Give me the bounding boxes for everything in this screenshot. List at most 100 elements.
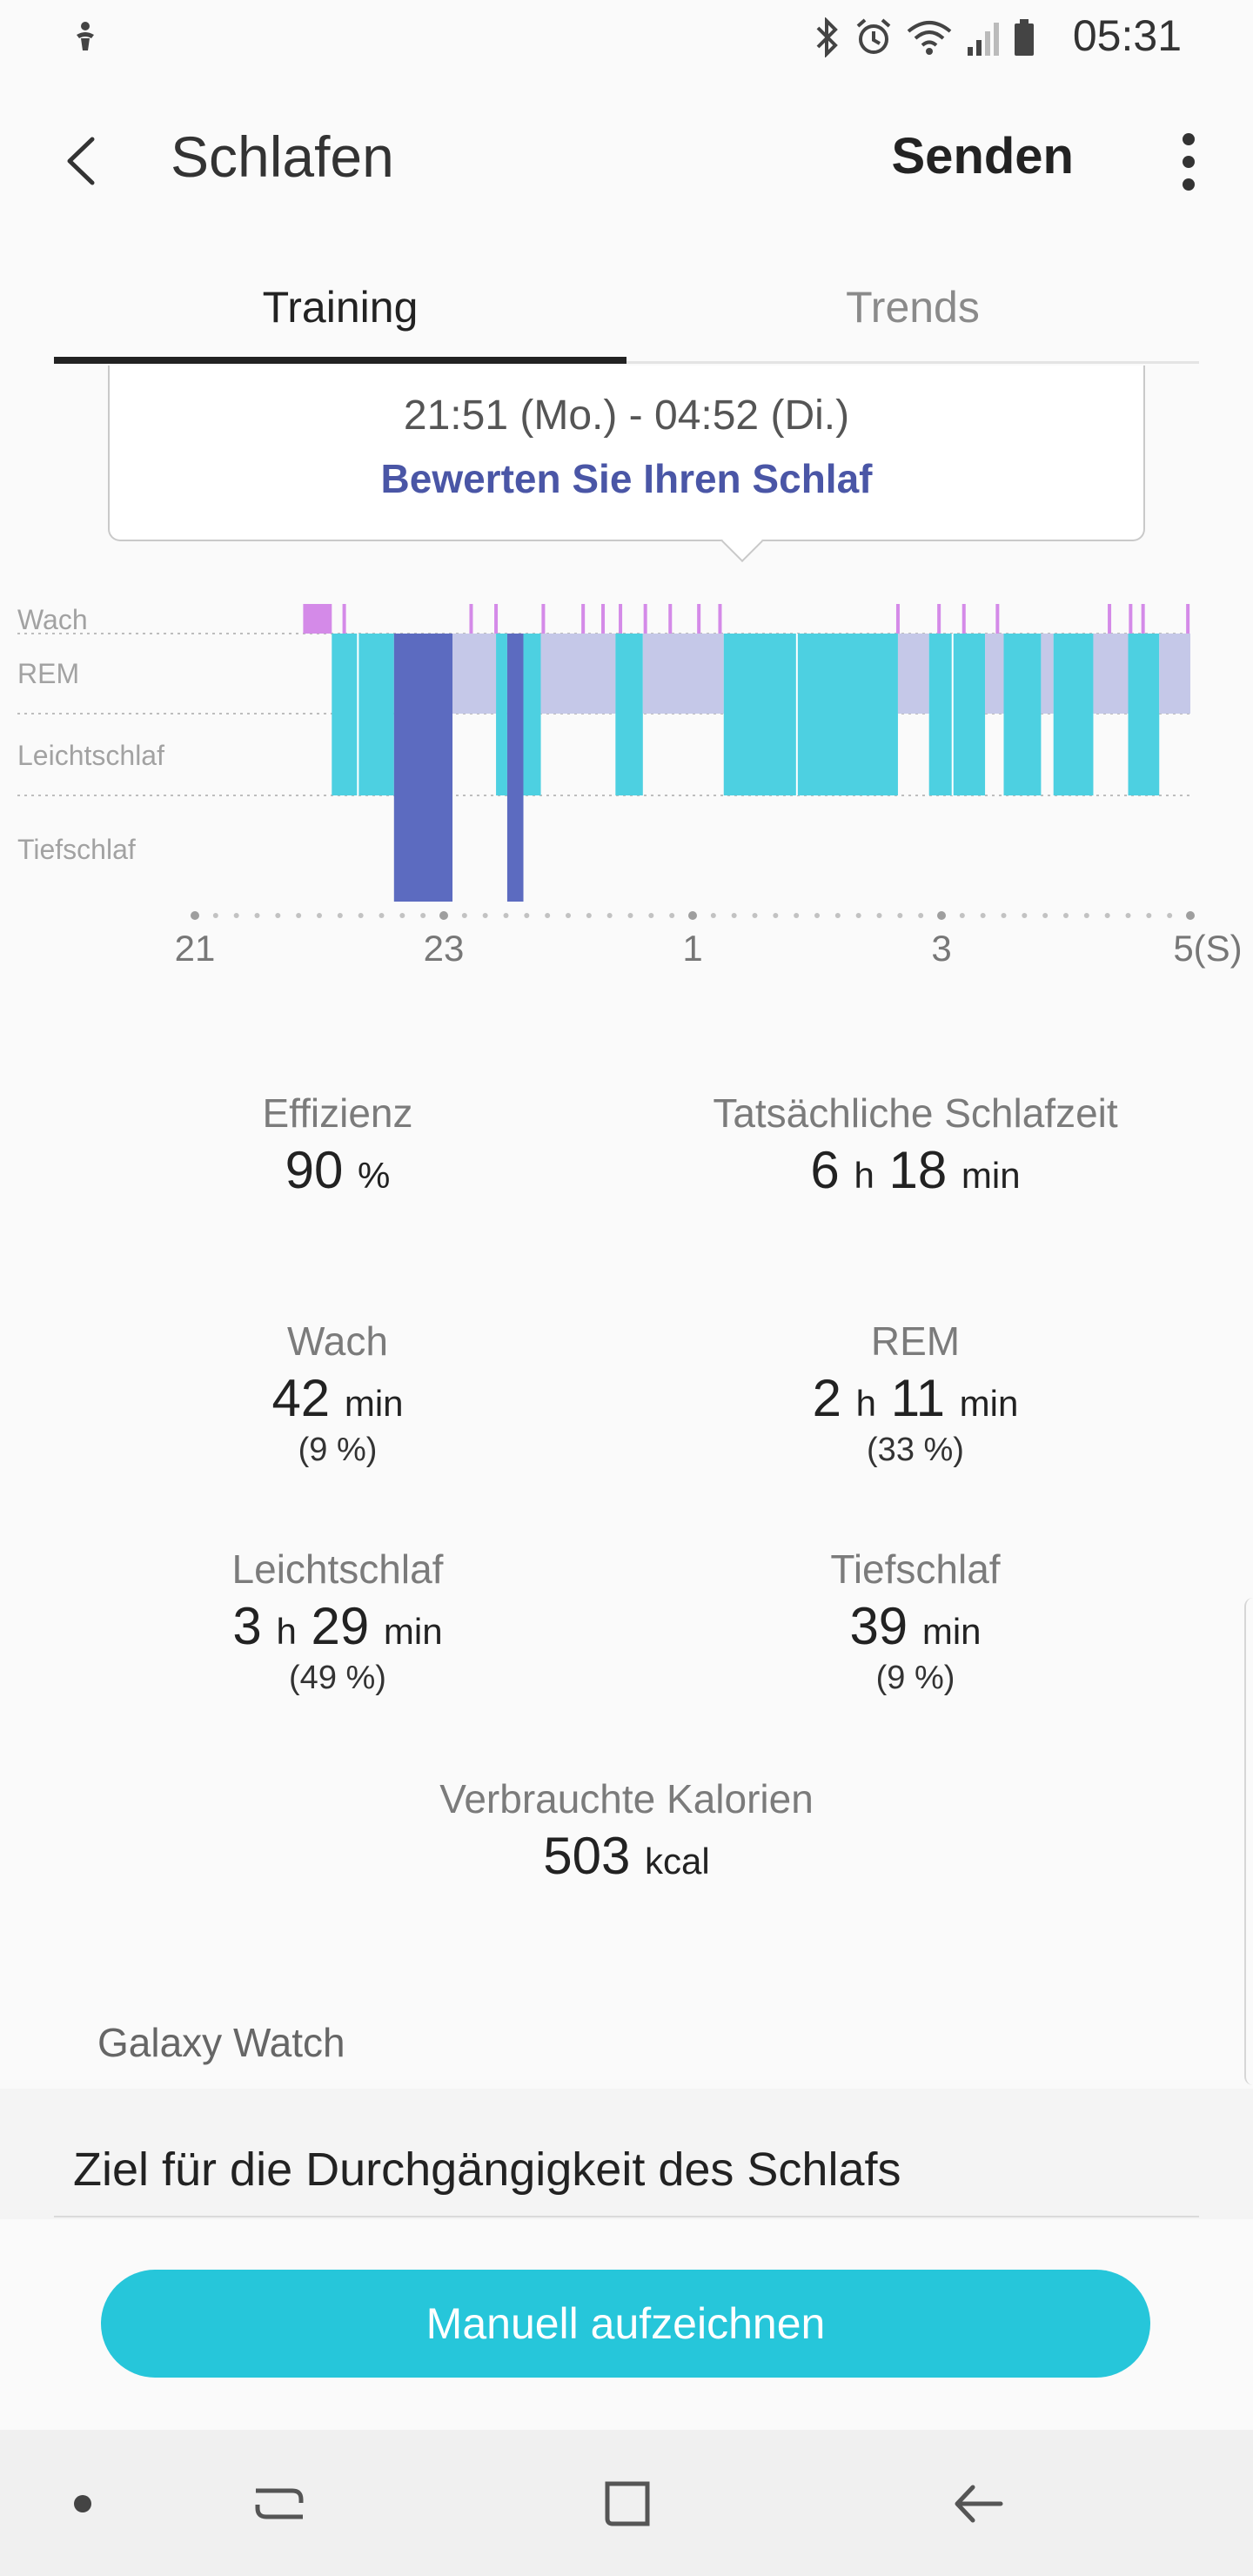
sleep-segment-leichtschlaf: [332, 634, 394, 795]
efficiency-label: Effizienz: [262, 1090, 413, 1136]
stage-label-tiefschlaf: Tiefschlaf: [17, 834, 136, 865]
axis-dot: [794, 913, 800, 918]
axis-dot: [669, 913, 675, 918]
axis-dot: [773, 913, 779, 918]
sleep-stage-chart: Wach REM Leichtschlaf Tiefschlaf 21 23 1 3 5…: [0, 583, 1253, 983]
page-title: Schlafen: [171, 124, 394, 189]
actual-sleep-value: 6 h 18 min: [810, 1141, 1021, 1199]
wake-tick: [601, 604, 606, 634]
axis-dot: [420, 913, 426, 918]
sleep-segment-leichtschlaf: [496, 634, 507, 795]
sleep-continuity-goal[interactable]: Ziel für die Durchgängigkeit des Schlafs: [73, 2143, 901, 2196]
axis-dot: [897, 913, 903, 918]
alarm-icon: [856, 18, 891, 54]
wake-tick: [494, 604, 499, 634]
deep-sleep-value: 39 min: [849, 1597, 982, 1655]
divider: [54, 2216, 1199, 2217]
stat-light-sleep: Leichtschlaf 3 h 29 min (49 %): [59, 1546, 616, 1697]
actual-sleep-label: Tatsächliche Schlafzeit: [713, 1090, 1118, 1136]
back-icon[interactable]: [940, 2465, 1018, 2543]
sleep-segment-tiefschlaf: [506, 634, 524, 902]
calories-value: 503 kcal: [543, 1827, 710, 1885]
axis-dot: [545, 913, 551, 918]
app-bar: Schlafen Senden: [0, 104, 1253, 218]
axis-dot: [379, 913, 385, 918]
axis-dot: [566, 913, 571, 918]
goal-panel: [0, 2089, 1253, 2219]
wake-tick: [581, 604, 586, 634]
sleep-segment-rem: [452, 634, 497, 714]
sleep-segment-rem: [897, 634, 929, 714]
axis-dot: [212, 913, 218, 918]
home-icon[interactable]: [588, 2465, 667, 2543]
stat-deep-sleep: Tiefschlaf 39 min (9 %): [637, 1546, 1194, 1697]
wake-tick: [718, 604, 722, 634]
axis-dot: [688, 911, 697, 920]
back-arrow-icon[interactable]: [52, 131, 113, 191]
axis-dot: [296, 913, 302, 918]
axis-dot: [461, 913, 467, 918]
axis-dot: [1146, 913, 1152, 918]
axis-dot: [1167, 913, 1173, 918]
sleep-segment-leichtschlaf: [615, 634, 643, 795]
axis-dot: [1042, 913, 1049, 918]
axis-dot: [586, 913, 592, 918]
wake-tick: [697, 604, 701, 634]
axis-dot: [731, 913, 737, 918]
navigation-bar: [0, 2430, 1253, 2576]
light-sleep-value: 3 h 29 min: [232, 1597, 443, 1655]
wake-tick: [937, 604, 941, 634]
bluetooth-icon: [816, 17, 838, 57]
stat-efficiency: Effizienz 90 %: [59, 1090, 616, 1200]
sleep-segment-leichtschlaf: [523, 634, 541, 795]
tab-training[interactable]: Training: [54, 261, 626, 364]
sleep-segment-rem: [985, 634, 1004, 714]
sleep-chart-plot: 21 23 1 3 5(S): [17, 604, 1243, 969]
scroll-edge-handle[interactable]: [1244, 1598, 1253, 2085]
axis-dot: [358, 913, 364, 918]
sleep-segment-leichtschlaf: [1128, 634, 1160, 795]
wake-tick: [895, 604, 900, 634]
tab-bar: Training Trends: [54, 261, 1199, 364]
sleep-segment-leichtschlaf: [928, 634, 986, 795]
axis-dot: [1022, 913, 1028, 918]
tab-trends[interactable]: Trends: [846, 283, 980, 332]
dot-icon[interactable]: [44, 2465, 122, 2543]
axis-dot: [834, 913, 841, 918]
axis-dot: [482, 913, 488, 918]
wake-tick: [668, 604, 673, 634]
deep-sleep-label: Tiefschlaf: [830, 1546, 1001, 1592]
axis-dot: [937, 911, 946, 920]
stat-actual-sleep: Tatsächliche Schlafzeit 6 h 18 min: [637, 1090, 1194, 1200]
efficiency-value: 90 %: [285, 1141, 391, 1199]
axis-dot: [1125, 913, 1131, 918]
wake-tick: [541, 604, 546, 634]
sleep-segment-rem: [1093, 634, 1129, 714]
battery-icon: [1015, 19, 1034, 56]
sleep-segment-leichtschlaf: [1003, 634, 1042, 795]
axis-dot: [1186, 911, 1195, 920]
deep-sleep-percent: (9 %): [875, 1660, 955, 1696]
sleep-segment-rem: [1041, 634, 1054, 714]
signal-icon: [968, 23, 999, 56]
axis-dot: [399, 913, 405, 918]
light-sleep-percent: (49 %): [289, 1660, 386, 1696]
stage-label-wach: Wach: [17, 604, 88, 635]
sleep-segment-leichtschlaf: [1053, 634, 1094, 795]
axis-dot: [918, 913, 924, 918]
sleep-segment-rem: [1159, 634, 1190, 714]
recents-icon[interactable]: [240, 2465, 318, 2543]
axis-dot: [337, 913, 343, 918]
sleep-range-tooltip: 21:51 (Mo.) - 04:52 (Di.) Bewerten Sie I…: [108, 366, 1145, 563]
rem-value: 2 h 11 min: [812, 1369, 1019, 1427]
sleep-segment-rem: [642, 634, 724, 714]
send-button[interactable]: Senden: [891, 128, 1075, 184]
more-options-icon[interactable]: [1163, 127, 1215, 197]
axis-dot: [855, 913, 861, 918]
record-manually-button[interactable]: Manuell aufzeichnen: [101, 2270, 1150, 2378]
axis-dot: [1083, 913, 1089, 918]
stat-calories: Verbrauchte Kalorien 503 kcal: [348, 1775, 905, 1886]
x-tick-label: 1: [682, 928, 702, 969]
rate-sleep-link[interactable]: Bewerten Sie Ihren Schlaf: [380, 456, 873, 501]
axis-dot: [317, 913, 322, 918]
